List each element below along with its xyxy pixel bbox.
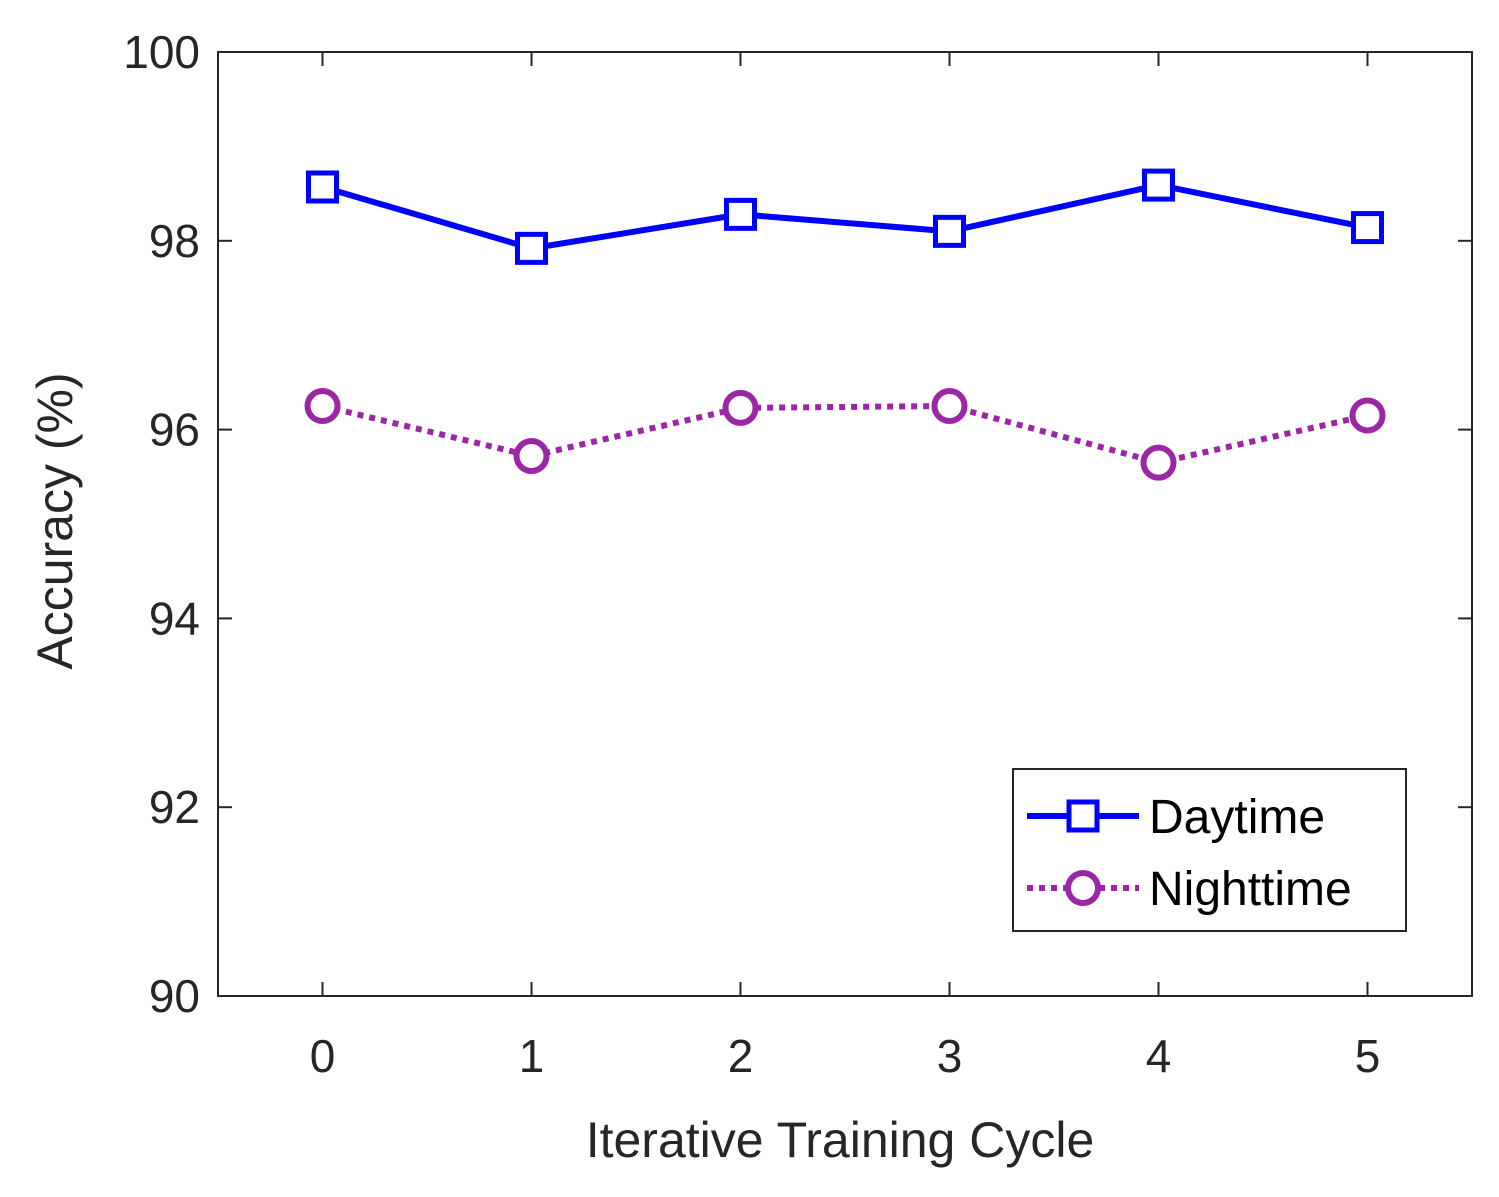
data-point-nighttime bbox=[304, 388, 341, 424]
x-tick-label: 1 bbox=[519, 1030, 545, 1082]
data-point-daytime bbox=[1351, 211, 1384, 245]
data-point-nighttime bbox=[1349, 397, 1386, 434]
legend-label: Daytime bbox=[1149, 791, 1325, 844]
legend-marker bbox=[1065, 870, 1101, 906]
data-point-daytime bbox=[1142, 168, 1175, 202]
x-axis-title: Iterative Training Cycle bbox=[586, 1112, 1095, 1168]
x-tick-label: 0 bbox=[310, 1030, 336, 1082]
x-tick-labels: 0 1 2 3 4 5 bbox=[310, 1030, 1381, 1082]
legend-marker bbox=[1066, 799, 1100, 833]
y-tick-label: 96 bbox=[149, 404, 200, 456]
series-line-nighttime bbox=[321, 403, 1369, 466]
x-tick-label: 4 bbox=[1146, 1030, 1172, 1082]
x-tick-label: 2 bbox=[728, 1030, 754, 1082]
data-point-daytime bbox=[724, 197, 757, 231]
y-tick-label: 90 bbox=[149, 970, 200, 1022]
legend: Daytime Nighttime bbox=[1012, 768, 1407, 932]
legend-item-daytime: Daytime bbox=[1027, 791, 1325, 844]
legend-item-nighttime: Nighttime bbox=[1027, 863, 1352, 916]
y-tick-label: 92 bbox=[149, 781, 200, 833]
x-tick-label: 3 bbox=[937, 1030, 963, 1082]
y-tick-label: 100 bbox=[123, 26, 200, 78]
axis-ticks bbox=[218, 51, 1472, 997]
data-series bbox=[304, 168, 1386, 481]
y-tick-labels: 90 92 94 96 98 100 bbox=[123, 26, 200, 1022]
y-axis-title: Accuracy (%) bbox=[27, 372, 83, 669]
data-point-daytime bbox=[306, 170, 339, 204]
series-line-daytime bbox=[321, 182, 1369, 252]
data-point-nighttime bbox=[722, 389, 759, 426]
axes-box bbox=[217, 51, 1473, 997]
data-point-daytime bbox=[515, 231, 548, 265]
legend-label: Nighttime bbox=[1149, 863, 1352, 916]
y-tick-label: 98 bbox=[149, 215, 200, 267]
data-point-nighttime bbox=[931, 388, 968, 424]
series-daytime bbox=[306, 168, 1384, 265]
data-point-nighttime bbox=[1140, 444, 1177, 481]
data-point-nighttime bbox=[513, 438, 550, 475]
data-point-daytime bbox=[933, 214, 966, 248]
x-tick-label: 5 bbox=[1355, 1030, 1381, 1082]
y-tick-label: 94 bbox=[149, 592, 200, 644]
series-nighttime bbox=[304, 388, 1386, 481]
